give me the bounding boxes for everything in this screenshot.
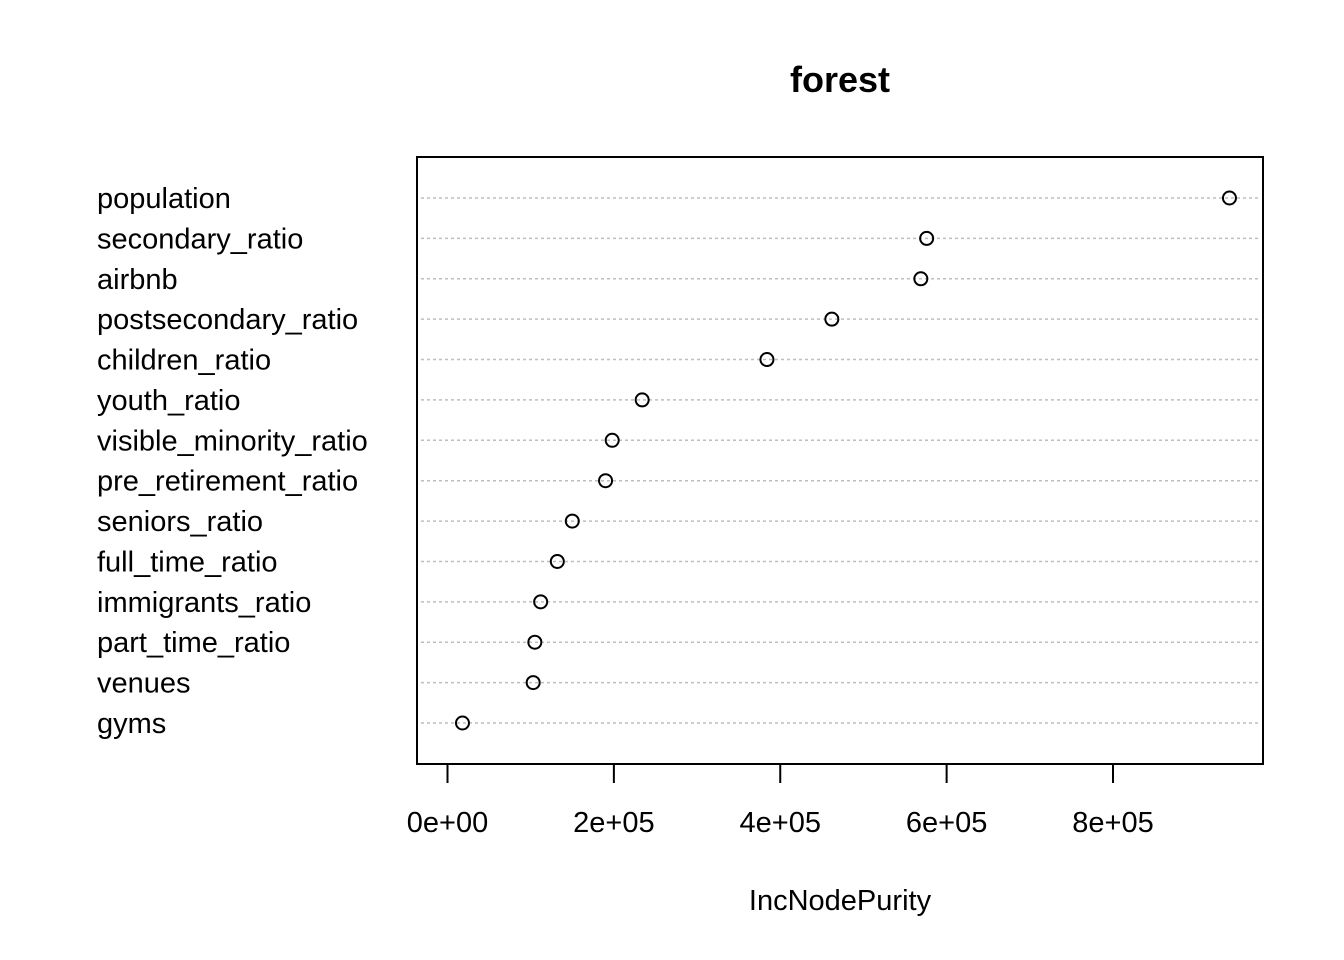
chart-title: forest [790, 59, 890, 100]
x-tick-label: 6e+05 [906, 807, 987, 839]
x-tick-label: 8e+05 [1072, 807, 1153, 839]
x-axis: 0e+00 2e+05 4e+05 6e+05 8e+05 [407, 763, 1154, 839]
plot-frame [416, 156, 1264, 765]
variable-label: secondary_ratio [97, 223, 303, 255]
data-point [759, 352, 775, 368]
variable-label: gyms [97, 708, 166, 740]
variable-label: venues [97, 668, 191, 700]
x-tick-label: 0e+00 [407, 807, 488, 839]
variable-label: immigrants_ratio [97, 587, 311, 619]
variable-label: full_time_ratio [97, 546, 278, 578]
x-tick-label: 2e+05 [573, 807, 654, 839]
data-point [533, 594, 549, 610]
data-points [454, 190, 1237, 731]
variable-label: children_ratio [97, 345, 271, 377]
variable-label: youth_ratio [97, 385, 241, 417]
variable-label: seniors_ratio [97, 506, 263, 538]
data-point [634, 392, 650, 408]
x-axis-title: IncNodePurity [749, 885, 932, 917]
variable-label: visible_minority_ratio [97, 425, 368, 457]
data-point [919, 230, 935, 246]
variable-label: population [97, 183, 231, 215]
data-point [1221, 190, 1237, 206]
variable-label: airbnb [97, 264, 178, 296]
variable-label: part_time_ratio [97, 627, 290, 659]
data-point [527, 634, 543, 650]
data-point [525, 675, 541, 691]
data-point [604, 432, 620, 448]
data-point [454, 715, 470, 731]
data-point [824, 311, 840, 327]
data-point [598, 473, 614, 489]
variable-label: pre_retirement_ratio [97, 466, 358, 498]
data-point [913, 271, 929, 287]
data-point [564, 513, 580, 529]
x-tick-label: 4e+05 [740, 807, 821, 839]
variable-label: postsecondary_ratio [97, 304, 358, 336]
grid-lines [421, 197, 1259, 724]
data-point [549, 553, 565, 569]
